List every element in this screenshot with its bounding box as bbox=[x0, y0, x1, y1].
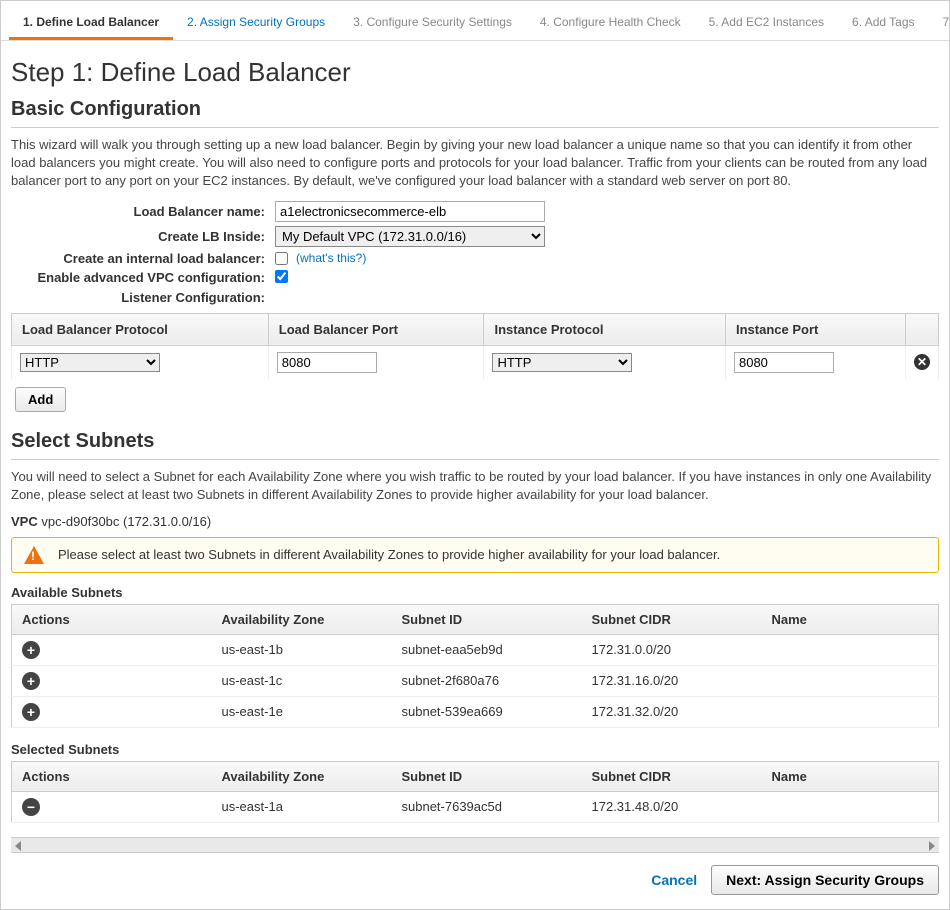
wizard-tabs: 1. Define Load Balancer2. Assign Securit… bbox=[1, 1, 949, 41]
subnet-az: us-east-1a bbox=[212, 791, 392, 822]
create-inside-select[interactable]: My Default VPC (172.31.0.0/16) bbox=[275, 226, 545, 247]
th-inst-protocol: Instance Protocol bbox=[484, 313, 726, 345]
th-lb-port: Load Balancer Port bbox=[268, 313, 484, 345]
subnet-row: − us-east-1asubnet-7639ac5d172.31.48.0/20 bbox=[12, 791, 939, 822]
advanced-vpc-label: Enable advanced VPC configuration: bbox=[11, 270, 275, 285]
subnet-row: + us-east-1esubnet-539ea669172.31.32.0/20 bbox=[12, 696, 939, 727]
subnet-row: + us-east-1bsubnet-eaa5eb9d172.31.0.0/20 bbox=[12, 634, 939, 665]
warning-icon bbox=[24, 546, 44, 564]
internal-lb-checkbox[interactable] bbox=[275, 252, 288, 265]
inst-port-input[interactable] bbox=[734, 352, 834, 373]
lb-port-input[interactable] bbox=[277, 352, 377, 373]
add-subnet-icon[interactable]: + bbox=[22, 672, 40, 690]
wizard-tab[interactable]: 2. Assign Security Groups bbox=[173, 9, 339, 40]
subnet-id: subnet-7639ac5d bbox=[392, 791, 582, 822]
inst-protocol-select[interactable]: HTTP bbox=[492, 353, 632, 372]
listener-table: Load Balancer Protocol Load Balancer Por… bbox=[11, 313, 939, 379]
wizard-tab[interactable]: 5. Add EC2 Instances bbox=[695, 9, 838, 40]
next-button[interactable]: Next: Assign Security Groups bbox=[711, 865, 939, 895]
warning-text: Please select at least two Subnets in di… bbox=[58, 547, 720, 562]
whats-this-link[interactable]: (what's this?) bbox=[296, 251, 366, 265]
advanced-vpc-checkbox[interactable] bbox=[275, 270, 288, 283]
internal-lb-label: Create an internal load balancer: bbox=[11, 251, 275, 266]
subnet-id: subnet-eaa5eb9d bbox=[392, 634, 582, 665]
lb-protocol-select[interactable]: HTTP bbox=[20, 353, 160, 372]
wizard-tab[interactable]: 7. Review bbox=[929, 9, 950, 40]
subnet-cidr: 172.31.16.0/20 bbox=[582, 665, 762, 696]
wizard-tab[interactable]: 1. Define Load Balancer bbox=[9, 9, 173, 40]
basic-config-heading: Basic Configuration bbox=[11, 98, 939, 121]
th-lb-protocol: Load Balancer Protocol bbox=[12, 313, 269, 345]
add-listener-button[interactable]: Add bbox=[15, 387, 66, 412]
remove-listener-icon[interactable]: ✕ bbox=[914, 354, 930, 370]
footer-buttons: Cancel Next: Assign Security Groups bbox=[1, 853, 949, 909]
th-inst-port: Instance Port bbox=[725, 313, 905, 345]
step-title: Step 1: Define Load Balancer bbox=[11, 57, 939, 88]
subnet-name bbox=[762, 634, 939, 665]
subnet-cidr: 172.31.0.0/20 bbox=[582, 634, 762, 665]
subnet-name bbox=[762, 791, 939, 822]
available-subnets-heading: Available Subnets bbox=[11, 585, 939, 600]
select-subnets-heading: Select Subnets bbox=[11, 430, 939, 453]
lb-name-label: Load Balancer name: bbox=[11, 204, 275, 219]
subnet-az: us-east-1b bbox=[212, 634, 392, 665]
vpc-info: VPC vpc-d90f30bc (172.31.0.0/16) bbox=[11, 514, 939, 529]
add-subnet-icon[interactable]: + bbox=[22, 703, 40, 721]
remove-subnet-icon[interactable]: − bbox=[22, 798, 40, 816]
cancel-button[interactable]: Cancel bbox=[651, 872, 697, 888]
wizard-tab[interactable]: 3. Configure Security Settings bbox=[339, 9, 526, 40]
subnet-name bbox=[762, 696, 939, 727]
subnet-row: + us-east-1csubnet-2f680a76172.31.16.0/20 bbox=[12, 665, 939, 696]
selected-subnets-table: Actions Availability Zone Subnet ID Subn… bbox=[11, 761, 939, 823]
create-inside-label: Create LB Inside: bbox=[11, 229, 275, 244]
subnet-id: subnet-539ea669 bbox=[392, 696, 582, 727]
subnet-cidr: 172.31.48.0/20 bbox=[582, 791, 762, 822]
subnets-intro-text: You will need to select a Subnet for eac… bbox=[11, 468, 939, 504]
subnet-az: us-east-1e bbox=[212, 696, 392, 727]
divider bbox=[11, 459, 939, 460]
subnet-cidr: 172.31.32.0/20 bbox=[582, 696, 762, 727]
subnet-name bbox=[762, 665, 939, 696]
content-area: Step 1: Define Load Balancer Basic Confi… bbox=[1, 41, 949, 853]
available-subnets-table: Actions Availability Zone Subnet ID Subn… bbox=[11, 604, 939, 728]
lb-name-input[interactable] bbox=[275, 201, 545, 222]
basic-intro-text: This wizard will walk you through settin… bbox=[11, 136, 939, 191]
subnet-az: us-east-1c bbox=[212, 665, 392, 696]
subnet-id: subnet-2f680a76 bbox=[392, 665, 582, 696]
warning-box: Please select at least two Subnets in di… bbox=[11, 537, 939, 573]
wizard-tab[interactable]: 4. Configure Health Check bbox=[526, 9, 695, 40]
wizard-tab[interactable]: 6. Add Tags bbox=[838, 9, 929, 40]
divider bbox=[11, 127, 939, 128]
listener-row: HTTP HTTP ✕ bbox=[12, 345, 939, 379]
selected-subnets-heading: Selected Subnets bbox=[11, 742, 939, 757]
listener-config-label: Listener Configuration: bbox=[11, 290, 275, 305]
add-subnet-icon[interactable]: + bbox=[22, 641, 40, 659]
